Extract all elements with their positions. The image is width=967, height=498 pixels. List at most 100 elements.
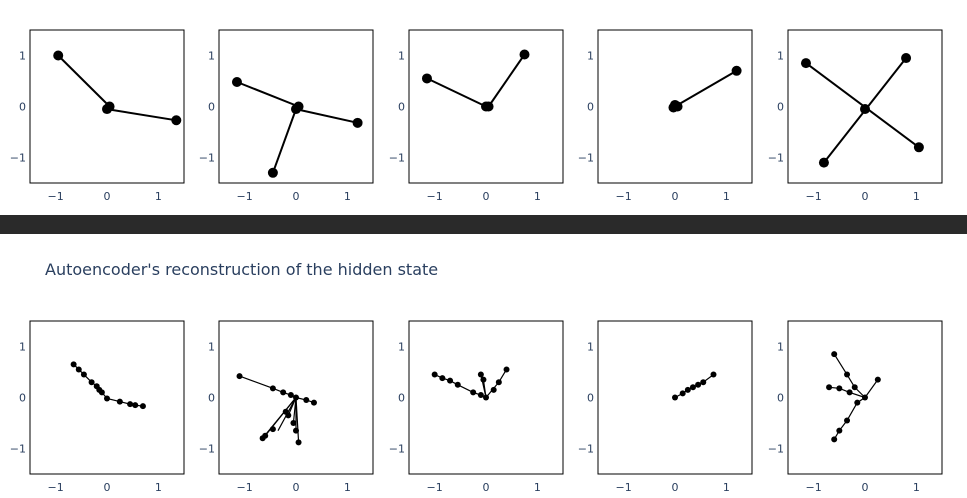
data-point [104,395,110,402]
y-tick-label: −1 [10,152,26,165]
x-tick-label: 1 [534,481,541,494]
data-point [431,371,438,378]
data-point [684,386,691,393]
series-line [57,54,111,108]
y-tick-label: −1 [389,152,405,165]
data-point [851,384,858,391]
y-tick-label: 1 [587,50,594,63]
x-tick-label: −1 [616,190,632,203]
data-point [477,391,484,398]
data-point [127,401,134,408]
x-tick-label: 0 [104,481,111,494]
data-point [854,399,861,406]
y-tick-label: 1 [398,341,405,354]
data-point [831,351,838,358]
data-point [695,381,702,388]
section-title: Autoencoder's reconstruction of the hidd… [45,260,439,279]
series-line [106,108,177,122]
y-tick-label: 1 [208,341,215,354]
series-line [426,77,487,108]
data-point [80,371,87,378]
y-tick-label: −1 [768,152,784,165]
y-tick-label: 0 [587,101,594,114]
x-tick-label: 0 [672,190,679,203]
y-tick-label: 0 [19,101,26,114]
data-point [836,427,843,434]
x-tick-label: 1 [344,190,351,203]
x-tick-label: 0 [483,190,490,203]
x-tick-label: −1 [616,481,632,494]
x-tick-label: 0 [293,481,300,494]
data-point [132,402,139,409]
data-point [75,366,82,373]
y-tick-label: 0 [587,392,594,405]
x-tick-label: 1 [534,190,541,203]
y-tick-label: −1 [578,152,594,165]
data-point [480,376,487,383]
data-point [862,394,868,401]
chart-panel-bottom-5: −1 0 1 −1 0 1 [768,320,943,494]
data-point [477,371,484,378]
data-point [53,50,64,61]
data-point [171,115,182,126]
y-tick-label: −1 [199,443,215,456]
data-point [231,77,242,88]
data-point [303,397,310,404]
data-point [689,384,696,391]
chart-panel-bottom-3: −1 0 1 −1 0 1 [389,320,564,494]
data-point [495,379,502,386]
data-point [470,389,477,396]
data-point [70,361,77,368]
data-point [267,167,278,178]
chart-panel-top-1: −1 0 1 −1 0 1 [10,29,185,203]
data-point [901,53,912,64]
data-point [290,420,297,426]
data-point [447,377,454,384]
data-point [490,386,497,393]
data-point [287,391,294,398]
chart-panel-top-3: −1 0 1 −1 0 1 [389,29,564,203]
y-tick-label: −1 [578,443,594,456]
x-tick-label: 1 [155,190,162,203]
original-hidden-state-charts: −1 0 1 −1 0 1 −1 0 1 −1 0 1 −1 0 1 −1 0 1 −1 0 1 −1 0 1 −1 0 1 −1 0 1 [10,29,943,203]
data-point [913,142,924,153]
series-line [295,108,358,124]
data-point [818,157,829,168]
x-tick-label: 0 [672,481,679,494]
x-tick-label: 1 [723,481,730,494]
y-tick-label: 1 [19,341,26,354]
data-point [679,390,686,397]
y-tick-label: 0 [208,101,215,114]
series-line [833,353,866,398]
data-point [844,371,851,378]
chart-panel-top-2: −1 0 1 −1 0 1 [199,29,374,203]
reconstruction-charts: −1 0 1 −1 0 1 −1 0 1 −1 0 1 −1 0 1 −1 0 1 −1 0 1 −1 0 1 −1 0 1 −1 0 1 [10,320,943,494]
y-tick-label: −1 [10,443,26,456]
data-point [102,104,112,115]
data-point [710,371,717,378]
data-point [483,394,489,401]
data-point [503,366,510,373]
y-tick-label: −1 [768,443,784,456]
x-tick-label: 1 [155,481,162,494]
x-tick-label: −1 [427,190,443,203]
series-line [236,81,299,108]
x-tick-label: 1 [913,190,920,203]
x-tick-label: −1 [806,481,822,494]
y-tick-label: 0 [777,101,784,114]
y-tick-label: 1 [398,50,405,63]
y-tick-label: 0 [208,392,215,405]
data-point [293,427,299,434]
series-line [271,108,297,174]
x-tick-label: −1 [806,190,822,203]
y-tick-label: 1 [587,341,594,354]
data-point [874,376,881,383]
y-tick-label: 1 [19,50,26,63]
data-point [282,408,289,415]
data-point [269,385,276,392]
chart-panel-bottom-4: −1 0 1 −1 0 1 [578,320,753,494]
data-point [98,389,105,396]
data-point [116,398,123,405]
x-tick-label: 1 [913,481,920,494]
data-point [293,394,299,401]
